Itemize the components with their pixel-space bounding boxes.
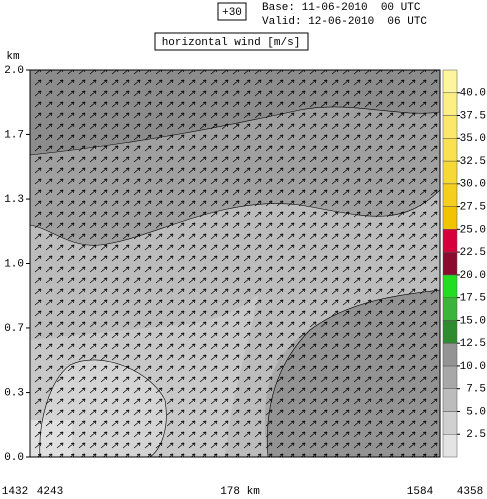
colorbar-box bbox=[442, 69, 458, 94]
colorbar-label: 17.5 bbox=[460, 293, 486, 305]
colorbar-label: 37.5 bbox=[460, 110, 486, 122]
colorbar-box bbox=[442, 160, 458, 185]
y-tick-label: 1.0 bbox=[4, 258, 24, 270]
colorbar-label: 20.0 bbox=[460, 270, 486, 282]
y-tick-label: 1.3 bbox=[4, 194, 24, 206]
colorbar-box bbox=[442, 274, 458, 298]
x-label: 1432 bbox=[2, 486, 28, 498]
colorbar-box bbox=[442, 365, 458, 389]
chart-title: horizontal wind [m/s] bbox=[162, 37, 301, 49]
base-time: Base: 11-06-2010 00 UTC bbox=[262, 2, 421, 14]
colorbar-box bbox=[442, 229, 458, 253]
colorbar-label: 30.0 bbox=[460, 179, 486, 191]
colorbar-box bbox=[442, 183, 458, 207]
contour-field bbox=[30, 70, 440, 457]
colorbar-label: 27.5 bbox=[460, 201, 486, 213]
colorbar-label: 7.5 bbox=[466, 384, 486, 396]
run-box bbox=[217, 2, 247, 21]
x-label: 4243 bbox=[37, 486, 63, 498]
y-tick-label: 0.0 bbox=[4, 452, 24, 464]
y-tick-label: 2.0 bbox=[4, 65, 24, 77]
colorbar-label: 12.5 bbox=[460, 338, 486, 350]
y-tick-label: 1.7 bbox=[4, 129, 24, 141]
x-label: 1584 bbox=[407, 486, 434, 498]
colorbar-box bbox=[442, 342, 458, 367]
valid-time: Valid: 12-06-2010 06 UTC bbox=[262, 16, 427, 28]
colorbar-box bbox=[442, 115, 458, 139]
x-label: 4358 bbox=[457, 486, 483, 498]
colorbar-box bbox=[442, 251, 458, 276]
colorbar-label: 22.5 bbox=[460, 247, 486, 259]
title-box bbox=[154, 32, 309, 51]
colorbar-box bbox=[442, 92, 458, 116]
colorbar-label: 32.5 bbox=[460, 156, 486, 168]
colorbar-box bbox=[442, 320, 458, 344]
run-label: +30 bbox=[222, 7, 242, 19]
colorbar-label: 2.5 bbox=[466, 429, 486, 441]
y-tick-label: 0.7 bbox=[4, 323, 24, 335]
colorbar-label: 35.0 bbox=[460, 133, 486, 145]
colorbar-box bbox=[442, 388, 458, 412]
colorbar-box bbox=[442, 433, 458, 458]
y-unit: km bbox=[6, 51, 20, 63]
colorbar-label: 10.0 bbox=[460, 361, 486, 373]
colorbar-label: 25.0 bbox=[460, 224, 486, 236]
colorbar-label: 5.0 bbox=[466, 406, 486, 418]
colorbar-box bbox=[442, 297, 458, 321]
colorbar-label: 40.0 bbox=[460, 88, 486, 100]
x-label: 178 km bbox=[220, 486, 260, 498]
colorbar-box bbox=[442, 411, 458, 435]
y-tick-label: 0.3 bbox=[4, 387, 24, 399]
colorbar-box bbox=[442, 138, 458, 162]
colorbar-box bbox=[442, 206, 458, 230]
colorbar-label: 15.0 bbox=[460, 315, 486, 327]
